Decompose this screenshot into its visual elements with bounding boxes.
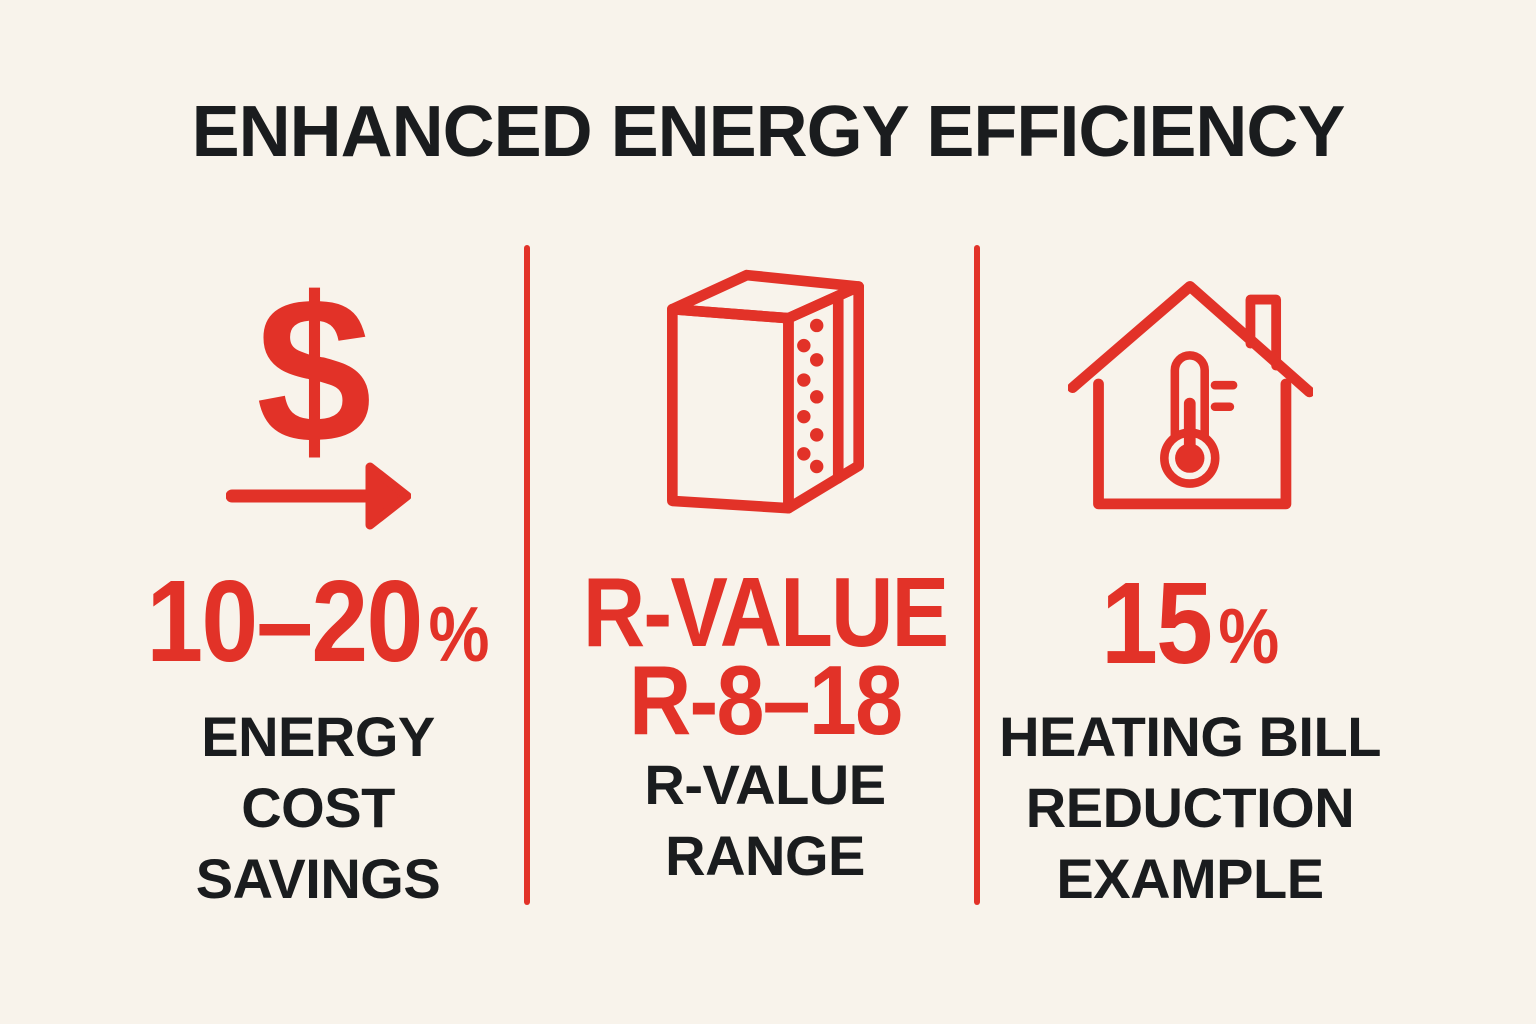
thermometer-bulb-ring: [1159, 428, 1219, 488]
stat-label-line: ENERGY: [201, 705, 435, 768]
dollar-sign-glyph: $: [256, 272, 372, 487]
stat-percent-sign: %: [1218, 592, 1280, 680]
stat-heating-reduction: 15%: [1101, 565, 1279, 694]
roof: [1067, 280, 1313, 398]
stat-line: R-8–18: [628, 645, 903, 755]
stat-label-line: SAVINGS: [195, 847, 441, 910]
stat-label: HEATING BILL REDUCTION EXAMPLE: [999, 701, 1381, 914]
stat-label: ENERGY COST SAVINGS: [195, 701, 441, 914]
thermometer-bulb-fill: [1174, 443, 1204, 473]
stat-label: R-VALUE RANGE: [644, 749, 886, 891]
stat-percent-sign: %: [428, 590, 490, 678]
stat-label-line: EXAMPLE: [1056, 847, 1324, 910]
stat-label-line: REDUCTION: [1025, 776, 1355, 839]
page-title: ENHANCED ENERGY EFFICIENCY: [191, 92, 1346, 172]
stat-value: 15: [1100, 558, 1213, 688]
stat-energy-savings: 10–20%: [146, 563, 489, 692]
house-thermometer-icon: [1067, 280, 1313, 510]
stat-line: R-VALUE: [582, 557, 949, 667]
stat-label-line: COST: [241, 776, 395, 839]
stat-value: 10–20: [146, 556, 423, 686]
column-heating-bill-reduction: 15% HEATING BILL REDUCTION EXAMPLE: [970, 245, 1410, 914]
chimney: [1245, 294, 1281, 371]
stat-label-line: RANGE: [665, 824, 865, 887]
thermometer-stem: [1170, 351, 1209, 440]
insulation-panel-icon: [659, 260, 872, 523]
column-r-value-range: R-VALUE R-8–18 R-VALUE RANGE: [545, 245, 985, 891]
stat-label-line: R-VALUE: [644, 753, 886, 816]
insulation-dots: [796, 318, 823, 474]
dollar-arrow-icon: $: [225, 272, 411, 532]
column-divider-left: [524, 245, 530, 905]
stat-label-line: HEATING BILL: [999, 705, 1381, 768]
stat-r-value: R-VALUE R-8–18: [582, 557, 949, 755]
column-divider-right: [974, 245, 980, 905]
column-energy-cost-savings: $ 10–20% ENERGY COST SAVINGS: [98, 245, 538, 914]
walls: [1092, 378, 1291, 510]
